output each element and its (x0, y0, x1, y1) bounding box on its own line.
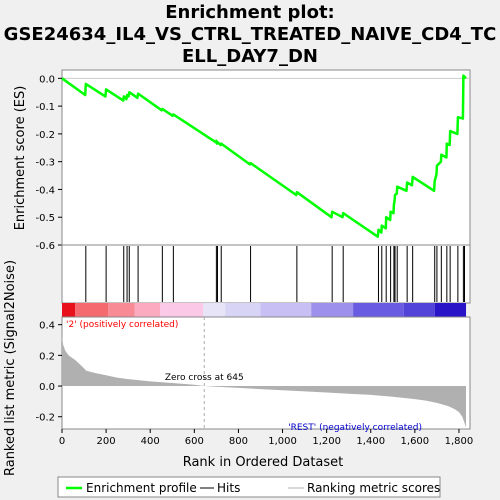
x-tick-label: 800 (229, 436, 248, 447)
x-tick-label: 1,600 (401, 436, 430, 447)
negative-correlation-label: 'REST' (negatively correlated) (288, 423, 422, 433)
colorbar-segment (108, 303, 135, 317)
x-tick-label: 600 (185, 436, 204, 447)
chart-title-line-2: GSE24634_IL4_VS_CTRL_TREATED_NAIVE_CD4_T… (4, 24, 497, 45)
x-axis: 0 200 400 600 800 1,000 1,200 1,400 1,600 1,800 (59, 429, 473, 447)
x-tick-label: 0 (59, 436, 65, 447)
x-tick-label: 400 (141, 436, 160, 447)
chart-title-line-1: Enrichment plot: (165, 2, 335, 23)
colorbar-segment (260, 303, 312, 317)
colorbar-segment (311, 303, 354, 317)
colorbar-segment (134, 303, 161, 317)
metric-y-tick-label: -0.2 (35, 413, 55, 424)
colorbar-segment (160, 303, 204, 317)
es-y-tick-label: -0.1 (35, 102, 55, 113)
es-y-axis: 0.0 -0.1 -0.2 -0.3 -0.4 -0.5 -0.6 (35, 74, 470, 252)
x-axis-label: Rank in Ordered Dataset (183, 455, 344, 470)
legend-label-3: Ranking metric scores (307, 481, 440, 495)
es-y-tick-label: -0.2 (35, 130, 55, 141)
colorbar-segment (434, 303, 467, 317)
chart-title-line-3: ELL_DAY7_DN (182, 46, 318, 67)
es-y-axis-label: Enrichment score (ES) (13, 86, 28, 231)
x-tick-label: 1,000 (268, 436, 297, 447)
metric-y-axis-label: Ranked list metric (Signal2Noise) (3, 260, 18, 476)
hits-panel (61, 244, 471, 304)
colorbar-segment (403, 303, 435, 317)
colorbar-segment (225, 303, 261, 317)
metric-y-axis: 0.4 0.2 0.0 -0.2 (35, 321, 62, 424)
legend-box (57, 476, 441, 498)
es-y-tick-label: -0.5 (35, 213, 55, 224)
es-y-tick-label: -0.3 (35, 158, 55, 169)
colorbar-segment (203, 303, 226, 317)
enrichment-profile-line (61, 74, 467, 238)
ranking-metric-area (62, 335, 466, 428)
legend-label-2: Hits (217, 481, 240, 495)
metric-panel (61, 316, 471, 430)
zero-cross-label: Zero cross at 645 (165, 373, 244, 383)
metric-y-tick-label: 0.0 (39, 382, 55, 393)
x-tick-label: 1,800 (445, 436, 474, 447)
x-tick-label: 200 (97, 436, 116, 447)
colorbar-segment (62, 303, 76, 317)
legend-label-1: Enrichment profile (86, 481, 197, 495)
rank-colorbar (62, 303, 467, 317)
es-y-tick-label: 0.0 (39, 74, 55, 85)
positive-correlation-label: '2' (positively correlated) (66, 320, 178, 330)
es-panel (61, 69, 471, 246)
metric-y-tick-label: 0.4 (39, 321, 55, 332)
colorbar-segment (353, 303, 404, 317)
es-y-tick-label: -0.4 (35, 185, 55, 196)
hits-ticks (85, 246, 465, 302)
x-tick-label: 1,400 (356, 436, 385, 447)
es-y-tick-label: -0.6 (35, 241, 55, 252)
x-tick-label: 1,200 (312, 436, 341, 447)
legend: Enrichment profile Hits Ranking metric sco… (66, 481, 440, 495)
metric-y-tick-label: 0.2 (39, 351, 55, 362)
colorbar-segment (75, 303, 109, 317)
